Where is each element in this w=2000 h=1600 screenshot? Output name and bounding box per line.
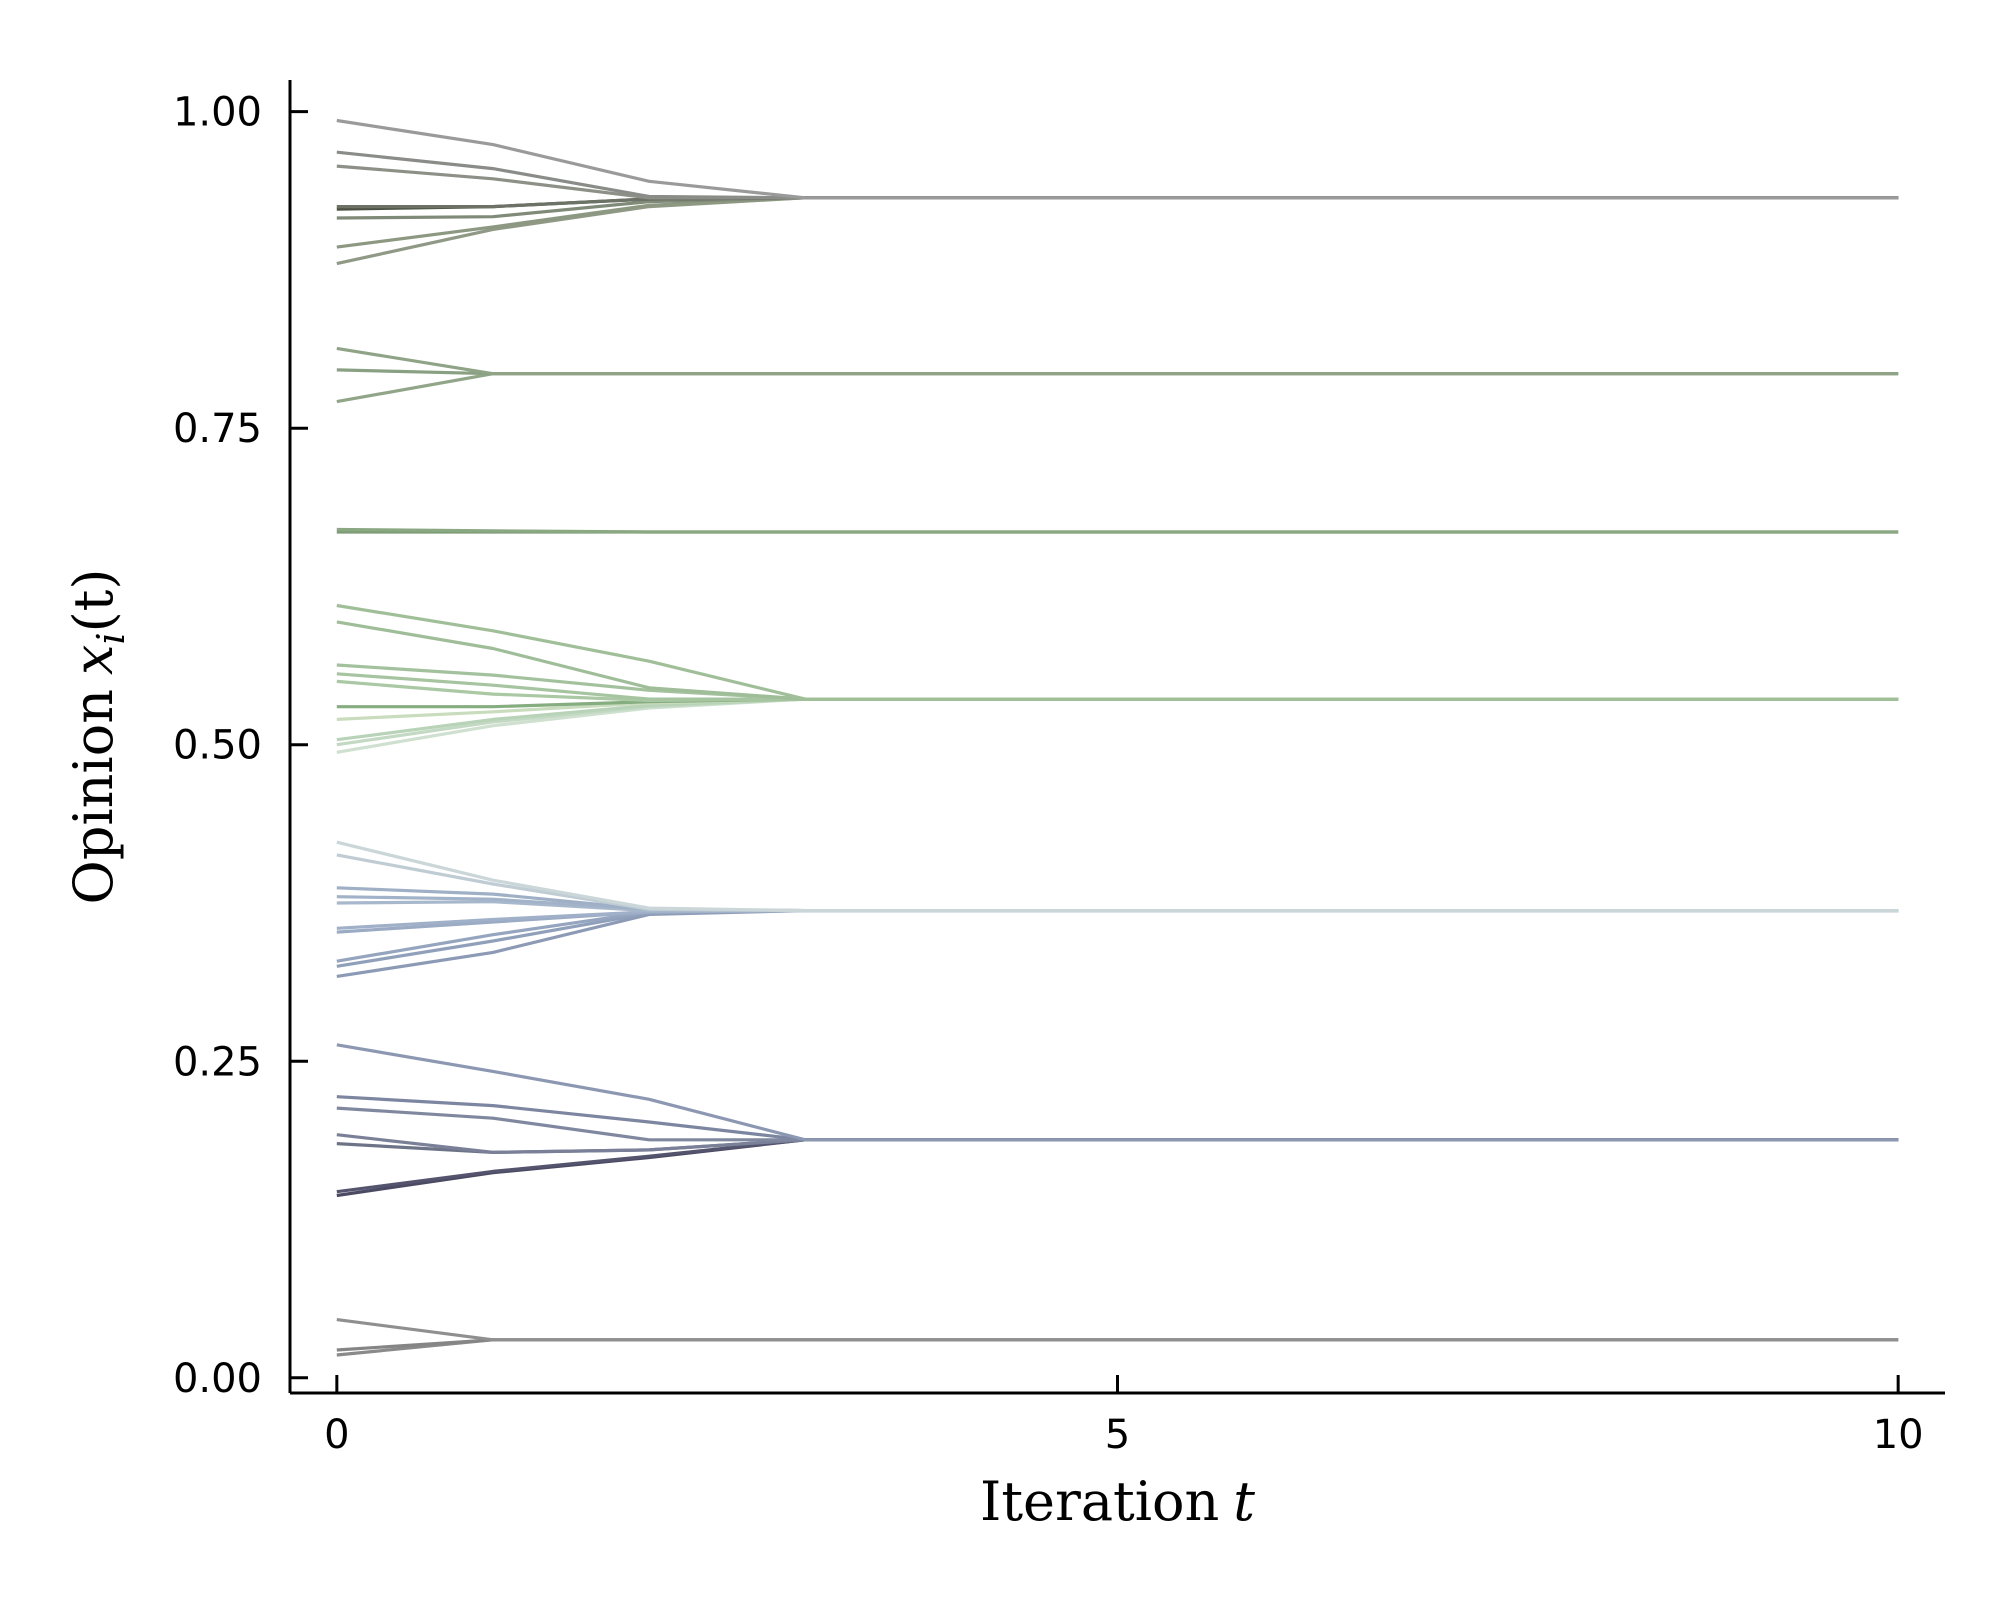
series-line-14 bbox=[336, 908, 1899, 934]
series-line-20 bbox=[336, 840, 1899, 913]
x-axis-title-text: Iteration bbox=[980, 1470, 1219, 1533]
series-line-1 bbox=[336, 1338, 1899, 1357]
series-line-12 bbox=[336, 908, 1899, 968]
y-axis-title: Opinion xi(t) bbox=[62, 569, 133, 905]
series-layer bbox=[336, 118, 1899, 1357]
y-axis-title-subscript: i bbox=[89, 632, 133, 644]
x-tick-label: 0 bbox=[324, 1412, 349, 1458]
series-line-9 bbox=[336, 1095, 1899, 1142]
series-line-32 bbox=[336, 527, 1899, 534]
y-tick-label: 0.25 bbox=[173, 1039, 262, 1085]
series-line-11 bbox=[336, 908, 1899, 978]
y-axis-title-argument: (t) bbox=[62, 569, 125, 633]
series-line-28 bbox=[336, 663, 1899, 701]
x-tick-label: 10 bbox=[1873, 1412, 1924, 1458]
series-line-7 bbox=[336, 1133, 1899, 1155]
y-tick-label: 1.00 bbox=[173, 90, 262, 136]
y-tick-label: 0.50 bbox=[173, 723, 262, 769]
x-tick-label: 5 bbox=[1105, 1412, 1130, 1458]
series-line-10 bbox=[336, 1043, 1899, 1142]
series-line-27 bbox=[336, 672, 1899, 701]
y-tick-label: 0.00 bbox=[173, 1356, 262, 1402]
x-axis-title: Iteration t bbox=[980, 1470, 1255, 1533]
series-line-35 bbox=[336, 346, 1899, 376]
y-axis-title-variable: x bbox=[62, 645, 125, 675]
series-line-17 bbox=[336, 895, 1899, 913]
series-line-3 bbox=[336, 1318, 1899, 1342]
axes-layer bbox=[288, 80, 1945, 1395]
x-axis-title-variable: t bbox=[1233, 1470, 1255, 1533]
series-line-37 bbox=[336, 196, 1899, 249]
series-line-43 bbox=[336, 118, 1899, 200]
series-line-42 bbox=[336, 150, 1899, 200]
y-axis-title-text: Opinion bbox=[62, 689, 125, 904]
ticks-layer: 0 5 10 0.00 0.25 0.50 0.75 1.00 bbox=[173, 90, 1924, 1458]
series-line-29 bbox=[336, 620, 1899, 701]
series-line-33 bbox=[336, 372, 1899, 404]
series-line-30 bbox=[336, 603, 1899, 701]
series-line-4 bbox=[336, 1138, 1899, 1198]
y-tick-label: 0.75 bbox=[173, 406, 262, 452]
